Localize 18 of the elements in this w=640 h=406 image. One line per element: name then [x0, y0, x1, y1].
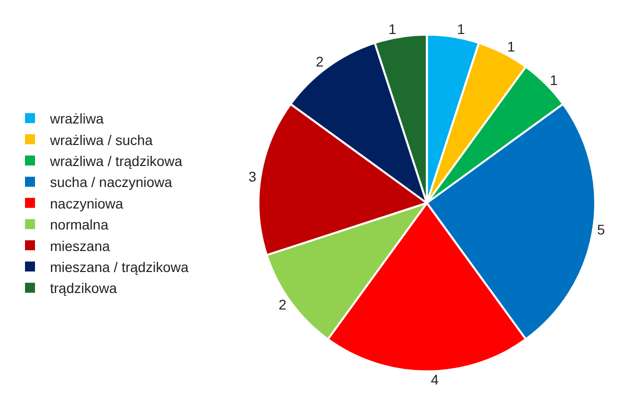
legend-label: mieszana / trądzikowa [50, 258, 189, 275]
data-label: 2 [316, 54, 324, 70]
legend-label: wrażliwa / sucha [49, 132, 153, 148]
data-label: 4 [430, 371, 439, 388]
legend-label: mieszana [50, 238, 110, 254]
data-label: 5 [597, 222, 606, 238]
legend-label: sucha / naczyniowa [50, 174, 172, 190]
legend-label: naczyniowa [50, 195, 124, 212]
legend-label: wrażliwa [49, 110, 104, 127]
legend-label: normalna [50, 216, 109, 233]
data-label: 1 [457, 20, 466, 37]
data-label: 1 [388, 20, 397, 37]
legend-label: wrażliwa / trądzikowa [49, 152, 182, 169]
data-label: 1 [507, 38, 516, 55]
data-label: 1 [550, 72, 558, 88]
data-label: 3 [248, 168, 257, 184]
legend-label: trądzikowa [50, 280, 118, 296]
data-label: 2 [278, 296, 287, 313]
